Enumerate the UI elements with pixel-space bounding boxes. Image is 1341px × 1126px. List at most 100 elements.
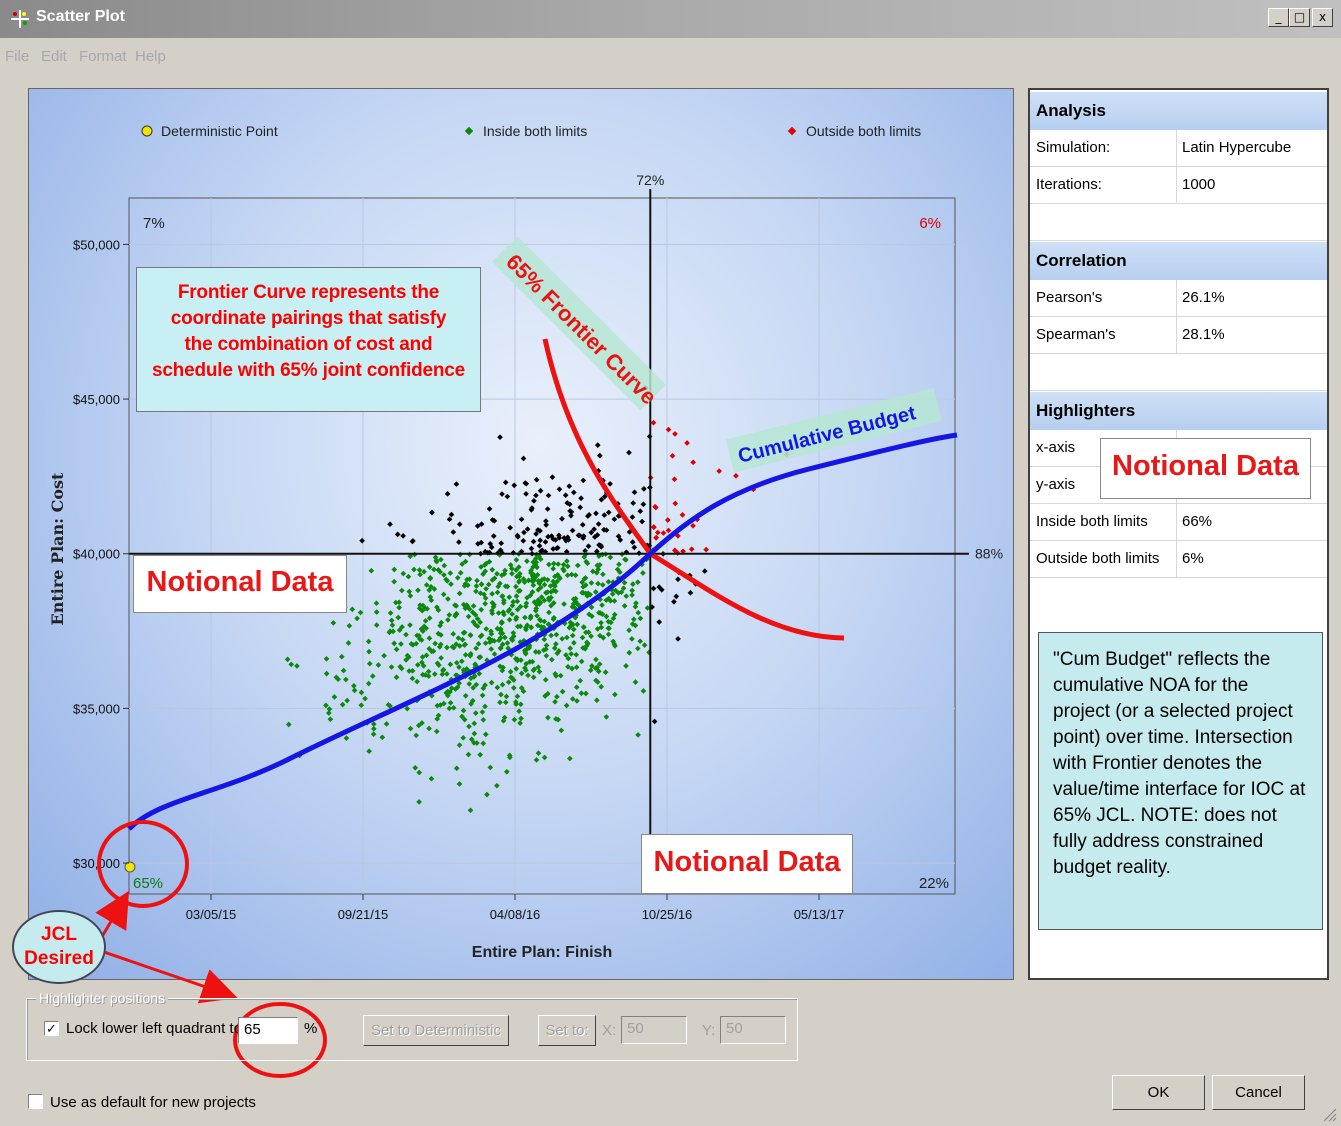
inside-point (494, 625, 501, 632)
menu-edit[interactable]: Edit (41, 48, 67, 65)
lock-quadrant-checkbox[interactable]: ✓ (44, 1021, 59, 1036)
minimize-button[interactable]: _ (1268, 8, 1289, 27)
inside-point (409, 675, 416, 682)
other-point (514, 532, 521, 539)
inside-point (416, 799, 422, 805)
inside-point (615, 590, 622, 596)
scatter-plot-panel[interactable]: $30,000 $35,000 $40,000 $45,000 $50,000 03/05… (28, 88, 1014, 980)
inside-point (365, 680, 372, 687)
resize-grip-icon[interactable] (1321, 1106, 1337, 1122)
cancel-button[interactable]: Cancel (1212, 1075, 1305, 1110)
other-point (545, 533, 551, 540)
inside-point (515, 588, 522, 594)
inside-point (435, 630, 442, 637)
inside-point (373, 622, 380, 628)
outside-point (664, 517, 671, 523)
other-point (456, 539, 462, 545)
inside-point (504, 583, 511, 590)
x-position-input[interactable]: 50 (621, 1016, 687, 1044)
outside-point (672, 500, 679, 507)
other-point (588, 529, 595, 536)
inside-point (585, 629, 592, 636)
inside-point (529, 589, 536, 595)
inside-point (406, 588, 413, 595)
inside-point (588, 633, 594, 640)
other-point (675, 576, 681, 583)
inside-point (415, 722, 422, 729)
other-point (567, 508, 573, 514)
inside-point (423, 652, 430, 659)
chart-legend: Deterministic Point Inside both limits Out… (141, 123, 921, 139)
maximize-button[interactable]: □ (1289, 8, 1310, 27)
inside-point (288, 661, 295, 668)
inside-point (466, 606, 473, 612)
inside-point (501, 714, 508, 721)
inside-point (505, 679, 512, 686)
inside-point (626, 627, 632, 634)
inside-point (503, 693, 510, 700)
inside-point (553, 631, 560, 638)
inside-point (499, 681, 506, 688)
row-label: Simulation: (1036, 139, 1111, 156)
menu-help[interactable]: Help (135, 48, 166, 65)
inside-point (468, 736, 475, 743)
inside-point (592, 665, 599, 672)
inside-point (498, 691, 504, 698)
other-point (656, 584, 663, 590)
inside-point (552, 583, 558, 589)
inside-point (439, 671, 446, 678)
inside-point (512, 655, 519, 662)
highlighter-crosshair[interactable]: 72% 88% (129, 172, 1003, 894)
set-to-deterministic-button[interactable]: Set to Deterministic (363, 1015, 509, 1046)
scatter-plot[interactable]: $30,000 $35,000 $40,000 $45,000 $50,000 03/05… (29, 89, 1015, 981)
inside-point (504, 768, 510, 775)
set-to-button[interactable]: Set to: (538, 1015, 596, 1046)
menu-file[interactable]: File (5, 48, 30, 65)
inside-point (444, 688, 451, 695)
outside-point (660, 530, 667, 536)
inside-point (514, 606, 521, 613)
other-point (637, 508, 644, 515)
inside-point (387, 610, 394, 616)
cum-budget-callout: "Cum Budget" reflects the cumulative NOA… (1038, 632, 1323, 930)
inside-point (611, 598, 618, 604)
y-tick-label: $30,000 (73, 856, 120, 871)
notional-data-label-right: Notional Data (1100, 438, 1311, 499)
inside-point (435, 566, 442, 573)
y-tick-label: $40,000 (73, 547, 120, 562)
inside-point (407, 553, 414, 560)
other-point (671, 598, 677, 605)
default-projects-checkbox[interactable] (28, 1094, 43, 1109)
y-position-input[interactable]: 50 (720, 1016, 786, 1044)
inside-point (370, 731, 377, 738)
inside-point (541, 618, 548, 625)
inside-point (594, 562, 601, 569)
other-point (544, 506, 551, 512)
notional-data-label-left: Notional Data (133, 555, 347, 613)
menu-format[interactable]: Format (79, 48, 127, 65)
inside-point (487, 639, 493, 645)
inside-point (504, 640, 511, 646)
inside-point (460, 735, 467, 741)
inside-point (375, 662, 382, 668)
other-point (556, 532, 562, 539)
other-point (550, 546, 557, 552)
inside-point (494, 570, 500, 577)
inside-point (637, 638, 644, 645)
inside-point (440, 591, 447, 598)
ok-button[interactable]: OK (1112, 1075, 1205, 1110)
lock-percent-input[interactable]: 65 (238, 1017, 298, 1044)
title-bar[interactable]: Scatter Plot _ □ x (0, 0, 1341, 38)
inside-point (482, 600, 488, 607)
inside-point (515, 623, 521, 630)
inside-point (522, 614, 528, 621)
inside-point (641, 642, 648, 648)
other-point (520, 538, 527, 544)
inside-point (513, 583, 519, 590)
inside-point (501, 570, 508, 577)
close-button[interactable]: x (1312, 8, 1333, 27)
inside-point (551, 645, 558, 651)
other-point (524, 526, 531, 532)
inside-point (497, 580, 503, 587)
inside-point (407, 725, 414, 732)
